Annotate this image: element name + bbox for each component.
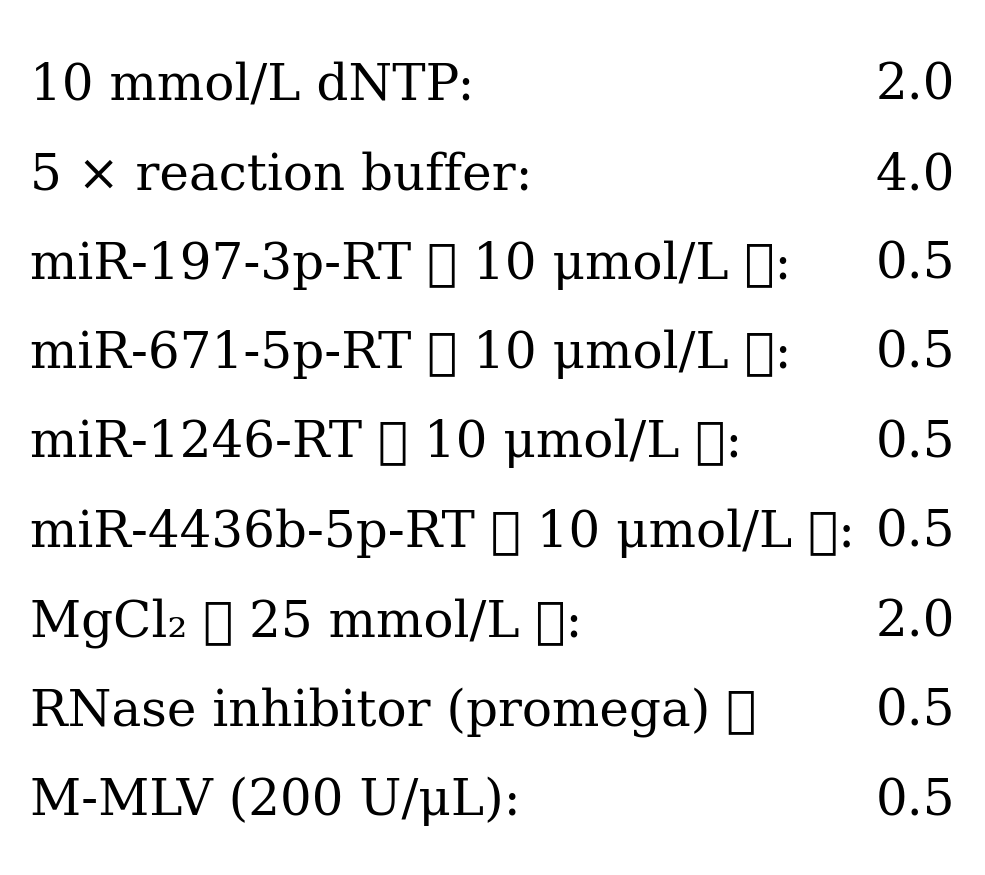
Text: 0.5: 0.5: [876, 330, 955, 379]
Text: miR-197-3p-RT （ 10 μmol/L ）:: miR-197-3p-RT （ 10 μmol/L ）:: [30, 240, 791, 290]
Text: miR-1246-RT （ 10 μmol/L ）:: miR-1246-RT （ 10 μmol/L ）:: [30, 419, 742, 468]
Text: miR-671-5p-RT （ 10 μmol/L ）:: miR-671-5p-RT （ 10 μmol/L ）:: [30, 330, 791, 379]
Text: 10 mmol/L dNTP:: 10 mmol/L dNTP:: [30, 61, 474, 111]
Text: miR-4436b-5p-RT （ 10 μmol/L ）:: miR-4436b-5p-RT （ 10 μmol/L ）:: [30, 508, 855, 558]
Text: RNase inhibitor (promega) ：: RNase inhibitor (promega) ：: [30, 687, 755, 738]
Text: 0.5: 0.5: [876, 777, 955, 826]
Text: 2.0: 2.0: [876, 61, 955, 111]
Text: 0.5: 0.5: [876, 508, 955, 558]
Text: 5 × reaction buffer:: 5 × reaction buffer:: [30, 150, 532, 200]
Text: M-MLV (200 U/μL):: M-MLV (200 U/μL):: [30, 777, 520, 826]
Text: 2.0: 2.0: [876, 598, 955, 648]
Text: 4.0: 4.0: [876, 150, 955, 200]
Text: MgCl₂ （ 25 mmol/L ）:: MgCl₂ （ 25 mmol/L ）:: [30, 598, 582, 648]
Text: 0.5: 0.5: [876, 240, 955, 290]
Text: 0.5: 0.5: [876, 687, 955, 737]
Text: 0.5: 0.5: [876, 419, 955, 468]
